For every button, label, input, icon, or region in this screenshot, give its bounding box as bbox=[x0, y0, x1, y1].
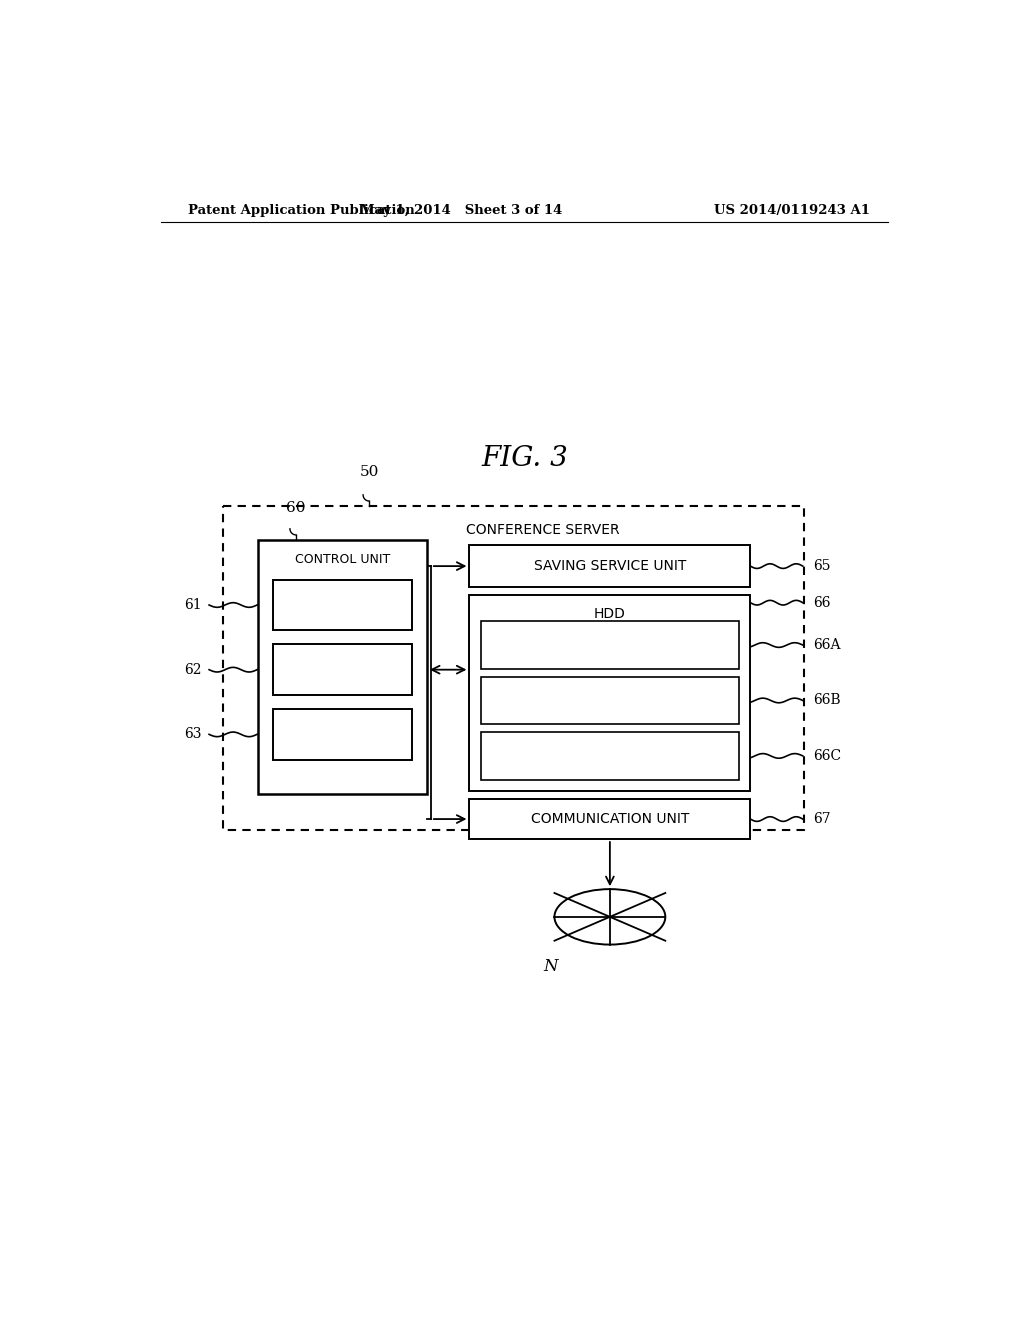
Text: HDD: HDD bbox=[594, 607, 626, 622]
Bar bbox=[273, 644, 412, 696]
Text: 66: 66 bbox=[813, 595, 831, 610]
Bar bbox=[469, 545, 751, 587]
Text: 66B: 66B bbox=[813, 693, 841, 708]
Text: 67: 67 bbox=[813, 812, 831, 826]
Bar bbox=[273, 709, 412, 760]
Bar bbox=[469, 595, 751, 791]
Text: CPU: CPU bbox=[328, 598, 356, 612]
Text: 50: 50 bbox=[359, 466, 379, 479]
Text: 61: 61 bbox=[183, 598, 202, 612]
Text: 62: 62 bbox=[184, 663, 202, 677]
Text: CONTROL UNIT: CONTROL UNIT bbox=[295, 553, 390, 566]
Text: MEDIA DATA STORAGE AREA: MEDIA DATA STORAGE AREA bbox=[526, 639, 693, 652]
Text: N: N bbox=[544, 958, 558, 975]
Text: 60: 60 bbox=[287, 500, 306, 515]
Text: May 1, 2014   Sheet 3 of 14: May 1, 2014 Sheet 3 of 14 bbox=[360, 205, 563, 218]
Text: 66C: 66C bbox=[813, 748, 842, 763]
Bar bbox=[481, 677, 739, 725]
Text: Patent Application Publication: Patent Application Publication bbox=[188, 205, 415, 218]
Text: MISSING-MEDIA-DATA
STORAGE AREA: MISSING-MEDIA-DATA STORAGE AREA bbox=[547, 686, 673, 715]
Text: CONFERENCE RECORD
DATA STORAGE AREA: CONFERENCE RECORD DATA STORAGE AREA bbox=[543, 742, 677, 771]
Bar bbox=[258, 540, 427, 793]
Text: SAVING SERVICE UNIT: SAVING SERVICE UNIT bbox=[534, 560, 686, 573]
Text: RAM: RAM bbox=[327, 727, 357, 742]
Text: US 2014/0119243 A1: US 2014/0119243 A1 bbox=[714, 205, 869, 218]
Text: 63: 63 bbox=[184, 727, 202, 742]
Bar bbox=[481, 622, 739, 669]
Text: 66A: 66A bbox=[813, 638, 841, 652]
Text: 65: 65 bbox=[813, 560, 831, 573]
Bar bbox=[223, 507, 804, 830]
Bar bbox=[481, 733, 739, 780]
Text: COMMUNICATION UNIT: COMMUNICATION UNIT bbox=[530, 812, 689, 826]
Bar bbox=[273, 579, 412, 631]
Ellipse shape bbox=[554, 890, 666, 945]
Bar bbox=[469, 799, 751, 840]
Text: ROM: ROM bbox=[326, 663, 358, 677]
Text: FIG. 3: FIG. 3 bbox=[481, 445, 568, 473]
Text: CONFERENCE SERVER: CONFERENCE SERVER bbox=[466, 524, 620, 537]
